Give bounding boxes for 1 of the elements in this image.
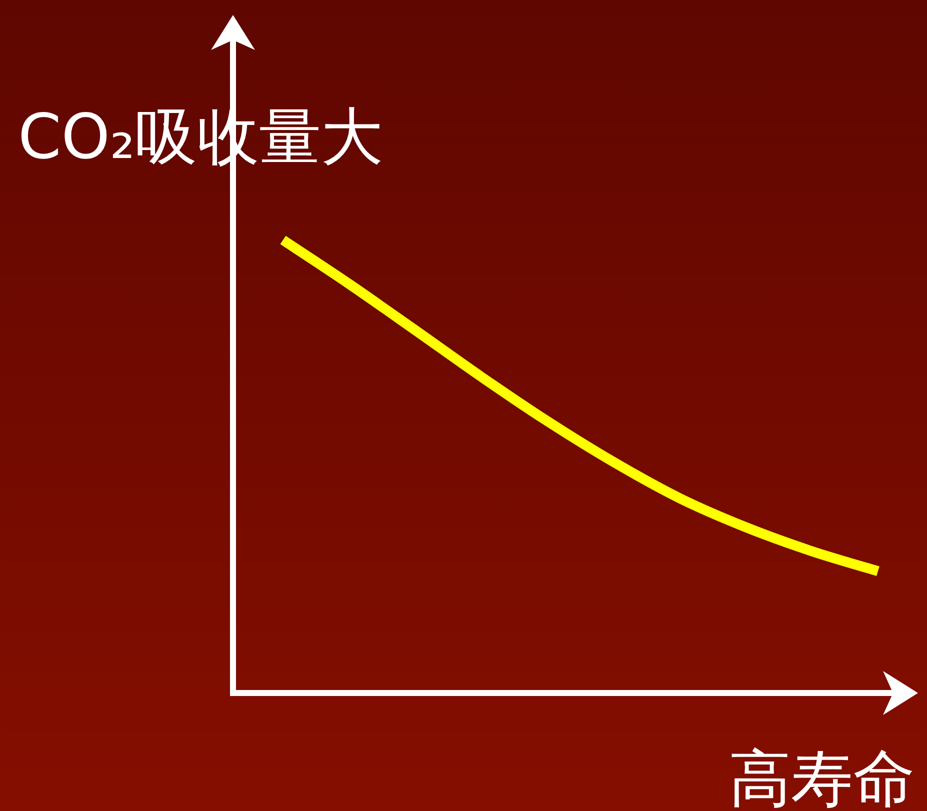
xlabel: 高寿命 <box>729 742 915 811</box>
